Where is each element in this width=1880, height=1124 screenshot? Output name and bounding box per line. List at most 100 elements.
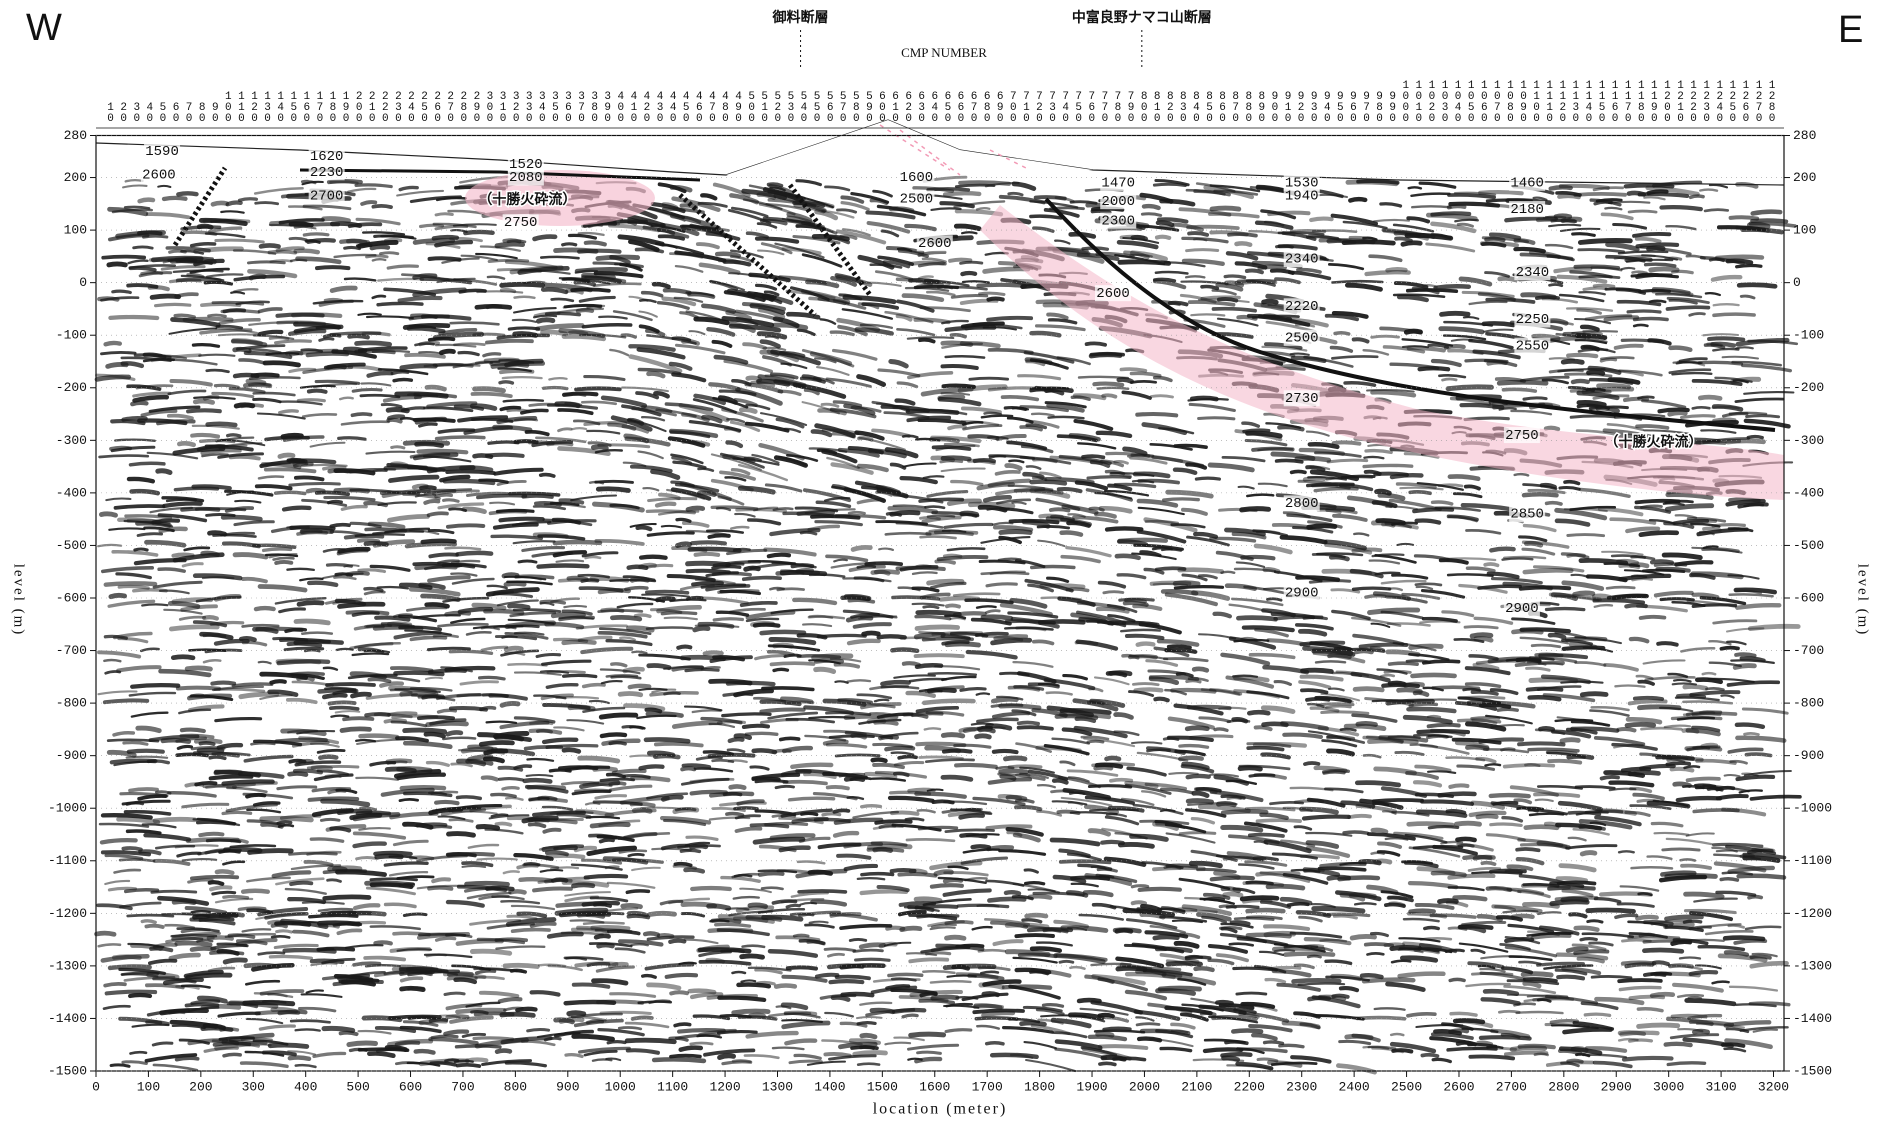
- reflector: [434, 212, 454, 217]
- reflector: [513, 671, 562, 676]
- reflector: [1725, 498, 1766, 507]
- reflector: [1708, 183, 1729, 189]
- reflector: [940, 467, 986, 473]
- reflector: [498, 516, 545, 523]
- reflector: [540, 255, 580, 260]
- reflector: [1535, 295, 1560, 300]
- reflector: [1689, 573, 1716, 580]
- reflector: [416, 854, 468, 863]
- reflector: [576, 925, 610, 933]
- reflector: [329, 285, 358, 293]
- reflector: [129, 488, 161, 496]
- reflector: [1198, 574, 1218, 580]
- reflector: [1661, 847, 1701, 852]
- reflector: [580, 578, 600, 583]
- reflector: [512, 540, 556, 545]
- reflector: [723, 359, 774, 374]
- reflector: [1676, 693, 1707, 699]
- reflector: [633, 613, 652, 619]
- reflector: [1324, 959, 1353, 966]
- reflector: [606, 929, 641, 936]
- reflector: [830, 462, 874, 475]
- reflector: [1153, 375, 1173, 383]
- reflector: [1273, 949, 1296, 953]
- reflector: [472, 386, 506, 394]
- reflector: [916, 913, 960, 919]
- reflector: [1366, 388, 1415, 393]
- reflector: [1374, 571, 1401, 576]
- reflector: [1383, 669, 1412, 674]
- reflector: [946, 974, 977, 978]
- reflector: [1207, 944, 1248, 954]
- reflector: [710, 478, 754, 492]
- reflector: [1143, 567, 1165, 575]
- reflector: [635, 391, 660, 400]
- reflector: [374, 615, 411, 622]
- reflector: [577, 755, 621, 764]
- reflector: [1124, 633, 1165, 640]
- reflector: [505, 796, 524, 801]
- reflector: [828, 1054, 877, 1061]
- reflector: [977, 727, 996, 734]
- reflector: [1707, 336, 1746, 342]
- reflector: [500, 899, 541, 905]
- reflector: [222, 894, 250, 900]
- reflector: [209, 885, 233, 892]
- reflector: [1172, 222, 1204, 232]
- reflector: [1714, 376, 1753, 383]
- reflector: [1433, 283, 1472, 291]
- reflector: [1603, 663, 1639, 672]
- reflector: [1438, 326, 1485, 335]
- reflector: [1081, 454, 1106, 460]
- reflector: [942, 963, 997, 970]
- reflector: [269, 679, 287, 685]
- reflector: [181, 562, 204, 568]
- reflector: [1726, 627, 1765, 633]
- reflector: [1401, 592, 1441, 600]
- reflector: [1305, 845, 1351, 858]
- reflector: [346, 920, 387, 926]
- reflector: [619, 795, 670, 805]
- reflector: [274, 920, 312, 927]
- reflector: [777, 455, 807, 466]
- reflector: [513, 852, 554, 862]
- reflector: [451, 577, 495, 585]
- reflector: [500, 649, 540, 657]
- reflector: [1628, 994, 1666, 1001]
- reflector: [276, 785, 318, 791]
- reflector: [1470, 689, 1499, 696]
- reflector: [463, 229, 495, 236]
- reflector: [211, 890, 237, 896]
- reflector: [1480, 860, 1497, 866]
- reflector: [1240, 636, 1258, 642]
- reflector: [117, 584, 150, 590]
- reflector: [550, 877, 569, 883]
- reflector: [499, 281, 546, 288]
- reflector: [487, 258, 530, 263]
- reflector: [996, 498, 1032, 505]
- reflector: [1097, 580, 1127, 589]
- reflector: [972, 323, 1023, 330]
- reflector: [202, 659, 222, 664]
- reflector: [766, 182, 784, 188]
- reflector: [1653, 831, 1690, 836]
- reflector: [321, 1025, 356, 1033]
- reflector: [402, 912, 428, 917]
- reflector: [1663, 1041, 1693, 1048]
- reflector: [1116, 377, 1134, 384]
- reflector: [825, 554, 869, 563]
- reflector: [525, 773, 554, 778]
- reflector: [1397, 948, 1424, 954]
- reflector: [1072, 515, 1119, 524]
- reflector: [222, 1052, 242, 1058]
- reflector: [978, 559, 1026, 565]
- reflector: [1154, 234, 1172, 240]
- reflector: [343, 564, 360, 568]
- reflector: [355, 776, 399, 781]
- reflector: [693, 551, 721, 557]
- reflector: [899, 475, 938, 485]
- reflector: [351, 387, 383, 393]
- reflector: [535, 323, 585, 332]
- reflector: [467, 843, 500, 849]
- reflector: [1501, 815, 1524, 823]
